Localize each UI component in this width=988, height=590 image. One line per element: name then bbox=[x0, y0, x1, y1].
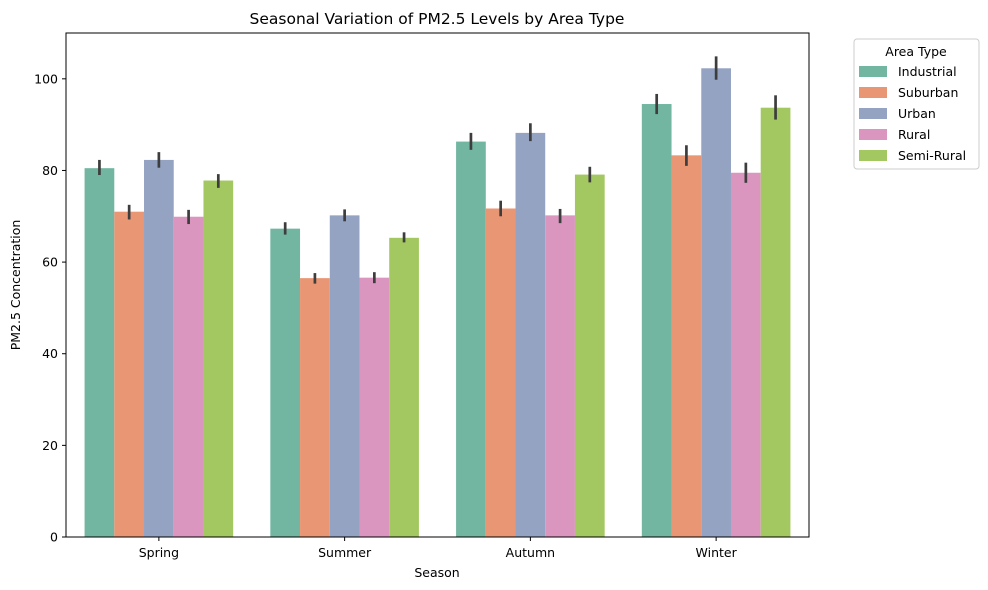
legend-label-industrial: Industrial bbox=[898, 64, 957, 79]
bar-semi-rural-autumn bbox=[574, 174, 605, 537]
y-tick-label: 100 bbox=[34, 71, 58, 86]
x-tick-label-summer: Summer bbox=[318, 545, 372, 560]
bar-suburban-winter bbox=[671, 155, 702, 538]
legend-swatch-industrial bbox=[859, 66, 887, 77]
bar-semi-rural-spring bbox=[203, 180, 234, 537]
y-tick-label: 0 bbox=[50, 530, 58, 545]
x-tick-label-autumn: Autumn bbox=[506, 545, 555, 560]
bar-suburban-spring bbox=[114, 211, 145, 537]
x-tick-label-winter: Winter bbox=[696, 545, 738, 560]
bar-urban-summer bbox=[329, 215, 360, 537]
legend-swatch-urban bbox=[859, 108, 887, 119]
legend-label-suburban: Suburban bbox=[898, 85, 958, 100]
y-axis-label: PM2.5 Concentration bbox=[8, 220, 23, 351]
y-tick-label: 20 bbox=[42, 438, 58, 453]
x-tick-label-spring: Spring bbox=[139, 545, 179, 560]
y-tick-label: 40 bbox=[42, 346, 58, 361]
bars-group bbox=[84, 68, 791, 538]
bar-urban-winter bbox=[701, 68, 731, 537]
chart-title: Seasonal Variation of PM2.5 Levels by Ar… bbox=[250, 10, 625, 28]
x-axis-label: Season bbox=[414, 565, 459, 580]
legend-swatch-rural bbox=[859, 129, 887, 140]
bar-rural-spring bbox=[173, 216, 204, 538]
legend: Area Type Industrial Suburban Urban Rural Se… bbox=[853, 38, 980, 170]
bar-industrial-autumn bbox=[456, 141, 486, 537]
bar-rural-winter bbox=[730, 172, 761, 537]
legend-swatch-semi-rural bbox=[859, 150, 887, 161]
legend-label-semi-rural: Semi-Rural bbox=[898, 148, 966, 163]
x-axis-ticks: Spring Summer Autumn Winter bbox=[139, 537, 738, 560]
error-bars-group bbox=[98, 56, 777, 284]
plot-area: 0 20 40 60 80 100 Spring Summer Autumn Winter bbox=[34, 32, 810, 560]
bar-industrial-spring bbox=[84, 168, 115, 537]
bar-suburban-autumn bbox=[485, 208, 516, 537]
legend-title: Area Type bbox=[885, 44, 947, 59]
bar-urban-autumn bbox=[515, 132, 546, 537]
bar-industrial-winter bbox=[641, 104, 672, 537]
plot-frame bbox=[65, 32, 810, 538]
y-tick-label: 80 bbox=[42, 163, 58, 178]
legend-label-urban: Urban bbox=[898, 106, 936, 121]
bar-rural-summer bbox=[359, 277, 390, 537]
legend-label-rural: Rural bbox=[898, 127, 930, 142]
y-tick-label: 60 bbox=[42, 255, 58, 270]
bar-semi-rural-winter bbox=[760, 107, 791, 537]
legend-items: Industrial Suburban Urban Rural Semi-Rural bbox=[859, 64, 966, 163]
bar-semi-rural-summer bbox=[389, 237, 419, 538]
bar-urban-spring bbox=[144, 159, 174, 537]
legend-swatch-suburban bbox=[859, 87, 887, 98]
bar-rural-autumn bbox=[545, 215, 575, 537]
y-axis-ticks: 0 20 40 60 80 100 bbox=[34, 71, 66, 545]
bar-suburban-summer bbox=[300, 278, 330, 537]
bar-industrial-summer bbox=[270, 228, 301, 538]
